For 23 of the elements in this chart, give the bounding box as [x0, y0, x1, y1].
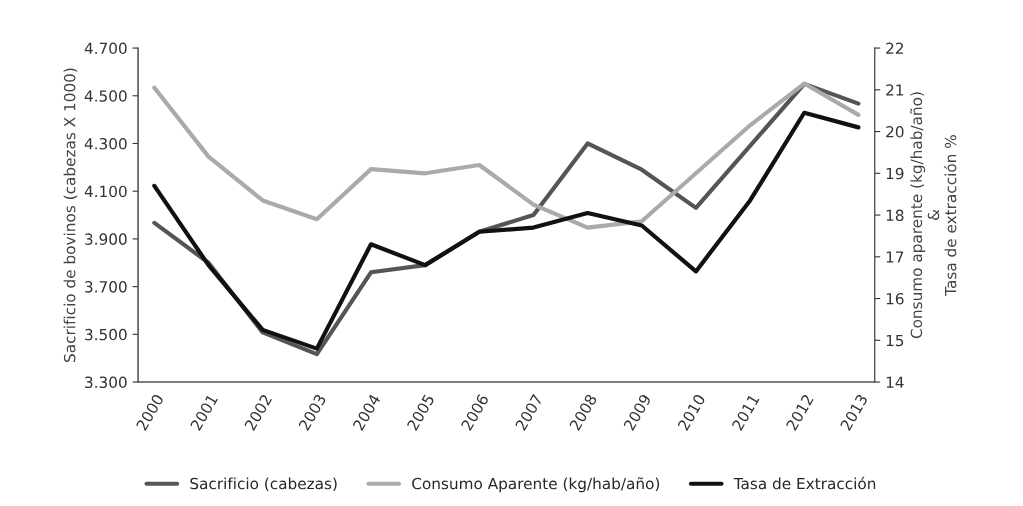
line-series [152, 81, 861, 230]
legend-label: Consumo Aparente (kg/hab/año) [412, 477, 660, 493]
y2-tick-label: 21 [886, 84, 904, 96]
y-tick-label: 4.300 [84, 137, 127, 150]
y2-tick-label: 20 [886, 126, 904, 138]
y2-axis-title: Consumo aparente (kg/hab/año) & Tasa de extracción % [910, 92, 957, 339]
y-tick-label: 4.700 [84, 42, 127, 55]
y2-tick-label: 17 [886, 251, 904, 263]
legend-label: Tasa de Extracción [733, 476, 876, 490]
y-tick-label: 4.100 [84, 185, 127, 198]
y2-tick-label: 19 [886, 167, 904, 180]
legend-label: Sacrificio (cabezas) [190, 477, 337, 492]
y-tick-label: 4.500 [84, 90, 127, 102]
y-tick-label: 3.500 [85, 328, 127, 341]
y2-tick-label: 18 [886, 209, 904, 222]
y2-tick-label: 14 [886, 376, 904, 388]
y2-tick-label: 15 [886, 334, 904, 347]
y-tick-label: 3.900 [85, 233, 127, 245]
y-tick-label: 3.300 [85, 376, 127, 389]
y-tick-label: 3.700 [85, 281, 127, 293]
y2-tick-label: 22 [886, 42, 903, 54]
y-axis-title: Sacrificio de bovinos (cabezas X 1000) [63, 68, 78, 362]
y2-tick-label: 16 [886, 293, 904, 305]
